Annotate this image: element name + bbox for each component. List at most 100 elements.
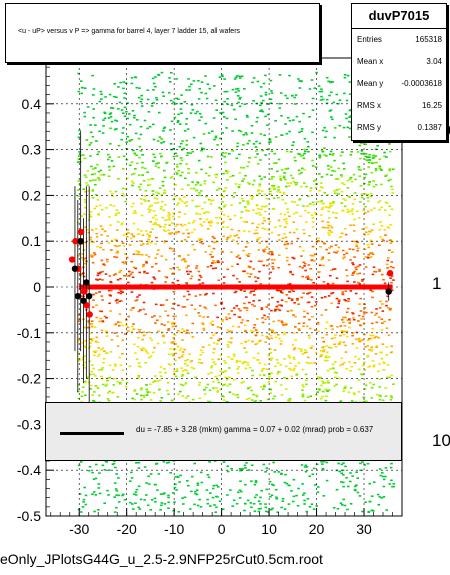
density-cell: [270, 309, 273, 312]
density-cell: [333, 136, 336, 139]
density-cell: [328, 110, 332, 112]
density-cell: [344, 233, 348, 236]
density-cell: [108, 93, 112, 96]
density-cell: [295, 115, 299, 118]
density-cell: [200, 471, 203, 474]
density-cell: [198, 384, 201, 386]
density-cell: [318, 201, 322, 203]
density-cell: [292, 212, 296, 215]
density-cell: [342, 257, 345, 260]
density-cell: [320, 176, 324, 178]
fit-legend-line: [60, 432, 124, 435]
density-cell: [122, 81, 125, 83]
density-cell: [285, 222, 289, 225]
density-cell: [325, 130, 328, 133]
density-cell: [191, 150, 195, 153]
density-cell: [317, 240, 320, 242]
density-cell: [221, 319, 224, 321]
density-cell: [121, 324, 125, 327]
density-cell: [268, 250, 272, 253]
density-cell: [89, 180, 92, 182]
density-cell: [89, 142, 93, 144]
density-cell: [308, 475, 311, 478]
density-cell: [190, 304, 194, 306]
density-cell: [191, 475, 194, 478]
density-cell: [255, 150, 258, 152]
density-cell: [87, 320, 90, 322]
density-cell: [187, 78, 190, 80]
density-cell: [202, 316, 205, 318]
density-cell: [257, 510, 261, 513]
density-cell: [277, 266, 280, 269]
density-cell: [186, 290, 190, 293]
density-cell: [254, 480, 258, 482]
density-cell: [389, 178, 392, 181]
density-cell: [251, 374, 254, 377]
density-cell: [149, 509, 152, 511]
density-cell: [322, 241, 325, 244]
density-cell: [162, 493, 165, 495]
density-cell: [109, 127, 112, 130]
density-cell: [91, 364, 94, 366]
density-cell: [155, 224, 159, 226]
density-cell: [178, 197, 182, 200]
density-cell: [264, 210, 267, 213]
density-cell: [341, 209, 344, 212]
density-cell: [95, 292, 98, 294]
density-cell: [270, 90, 273, 92]
density-cell: [378, 378, 381, 380]
density-cell: [358, 175, 362, 177]
density-cell: [323, 154, 326, 156]
density-cell: [285, 247, 288, 250]
density-cell: [340, 330, 344, 333]
density-cell: [223, 371, 227, 373]
density-cell: [131, 276, 135, 279]
density-cell: [328, 234, 331, 236]
density-cell: [234, 91, 238, 94]
density-cell: [272, 268, 275, 270]
density-cell: [332, 268, 335, 271]
density-cell: [307, 277, 310, 279]
density-cell: [343, 76, 347, 79]
density-cell: [175, 173, 179, 175]
density-cell: [122, 234, 126, 236]
density-cell: [250, 464, 254, 467]
density-cell: [149, 355, 153, 357]
density-cell: [213, 85, 216, 87]
density-cell: [384, 395, 388, 397]
density-cell: [134, 491, 138, 493]
density-cell: [277, 319, 280, 322]
density-cell: [256, 190, 260, 192]
density-cell: [258, 340, 261, 343]
density-cell: [346, 319, 349, 321]
density-cell: [205, 97, 209, 100]
density-cell: [191, 336, 195, 338]
density-cell: [308, 318, 311, 321]
density-cell: [364, 384, 368, 387]
density-cell: [91, 394, 94, 396]
density-cell: [370, 209, 373, 211]
density-cell: [319, 355, 323, 357]
density-cell: [200, 149, 203, 152]
density-cell: [196, 484, 200, 486]
density-cell: [187, 236, 190, 238]
density-cell: [342, 321, 345, 324]
density-cell: [337, 246, 341, 249]
density-cell: [120, 109, 124, 111]
density-cell: [341, 504, 344, 506]
density-cell: [344, 351, 348, 353]
density-cell: [138, 331, 141, 333]
density-cell: [79, 461, 83, 463]
density-cell: [215, 387, 218, 389]
stats-label: Mean x: [357, 57, 384, 66]
density-cell: [254, 156, 257, 159]
density-cell: [290, 242, 293, 245]
density-cell: [326, 390, 329, 393]
density-cell: [345, 269, 348, 271]
density-cell: [328, 247, 331, 249]
density-cell: [243, 347, 246, 349]
density-cell: [235, 361, 239, 363]
density-cell: [342, 481, 345, 484]
density-cell: [257, 223, 261, 226]
density-cell: [286, 242, 290, 245]
